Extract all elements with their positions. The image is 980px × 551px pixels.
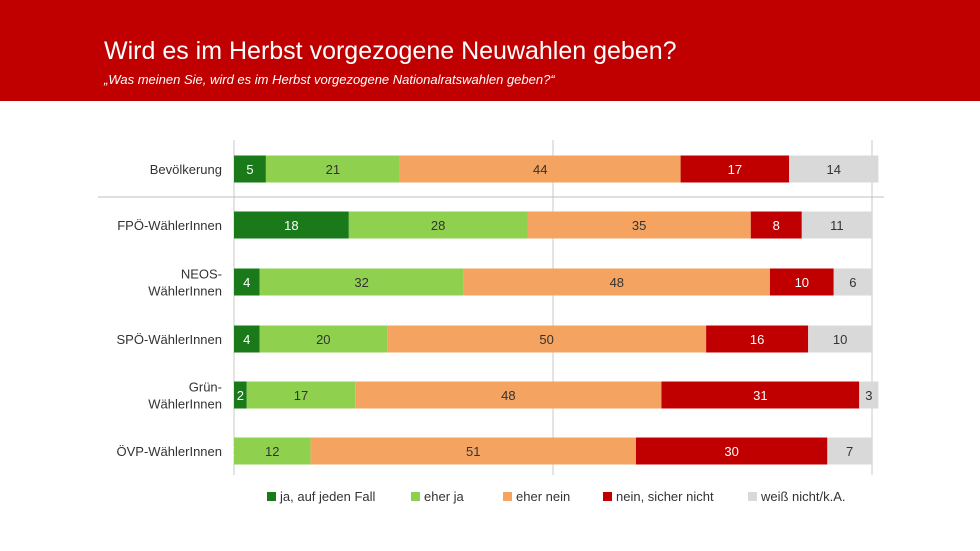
data-label: 51 [466,444,480,459]
data-label: 5 [246,162,253,177]
bar-segment [750,211,802,239]
bar-segment [801,211,872,239]
bar-segment [234,325,260,353]
bar-segment [635,437,828,465]
data-label: 16 [750,332,764,347]
bar-segment [706,325,809,353]
data-label: 10 [833,332,847,347]
data-label: 28 [431,218,445,233]
category-label: WählerInnen [148,284,222,299]
category-label: Grün- [189,380,222,395]
data-label: 30 [724,444,738,459]
data-label: 14 [826,162,840,177]
data-label: 20 [316,332,330,347]
legend-swatch [503,492,512,501]
bar-segment [259,268,464,296]
category-label: NEOS- [181,267,222,282]
chart-subtitle: „Was meinen Sie, wird es im Herbst vorge… [104,72,555,87]
bar-segment [387,325,707,353]
bar-segment [789,155,879,183]
stacked-bar-chart: Bevölkerung FPÖ-WählerInnen NEOS- WählerInn… [98,140,884,504]
legend-label: eher nein [516,489,570,504]
legend-label: nein, sicher nicht [616,489,714,504]
legend-label: ja, auf jeden Fall [279,489,376,504]
bar-segment [833,268,872,296]
category-label: FPÖ-WählerInnen [117,218,222,233]
data-label: 4 [243,332,250,347]
bar-segment [827,437,872,465]
bar-segment [348,211,528,239]
legend-swatch [267,492,276,501]
bar-segment [234,437,311,465]
data-label: 35 [632,218,646,233]
data-label: 17 [728,162,742,177]
bar-segment [463,268,770,296]
bar-segment [769,268,834,296]
bar-segment [234,211,349,239]
data-label: 48 [501,388,515,403]
bar-segment [661,381,860,409]
category-label: WählerInnen [148,397,222,412]
data-label: 4 [243,275,250,290]
bar-segment [265,155,400,183]
category-label: SPÖ-WählerInnen [117,332,223,347]
data-label: 21 [326,162,340,177]
category-label: Bevölkerung [150,162,222,177]
data-label: 10 [795,275,809,290]
bar-segment [234,268,260,296]
bar-segment [234,155,266,183]
legend-label: weiß nicht/k.A. [760,489,846,504]
bar-segment [355,381,662,409]
data-label: 7 [846,444,853,459]
bar-segment [246,381,356,409]
legend-swatch [603,492,612,501]
bar-segment [527,211,751,239]
bar-segment [808,325,872,353]
legend-label: eher ja [424,489,465,504]
legend-swatch [748,492,757,501]
data-label: 8 [773,218,780,233]
data-label: 31 [753,388,767,403]
bar-segment [680,155,790,183]
category-label: ÖVP-WählerInnen [117,444,223,459]
data-label: 11 [830,218,844,233]
data-label: 6 [849,275,856,290]
data-label: 3 [865,388,872,403]
data-label: 44 [533,162,547,177]
data-label: 50 [539,332,553,347]
bar-segment [259,325,388,353]
chart-title: Wird es im Herbst vorgezogene Neuwahlen … [104,37,677,65]
legend-swatch [411,492,420,501]
data-label: 2 [237,388,244,403]
data-label: 18 [284,218,298,233]
bar-segment [310,437,636,465]
header-banner: Wird es im Herbst vorgezogene Neuwahlen … [0,0,980,101]
data-label: 32 [354,275,368,290]
bar-segment [859,381,879,409]
data-label: 48 [610,275,624,290]
bar-segment [399,155,681,183]
data-label: 12 [265,444,279,459]
bar-segment [234,381,247,409]
data-label: 17 [294,388,308,403]
